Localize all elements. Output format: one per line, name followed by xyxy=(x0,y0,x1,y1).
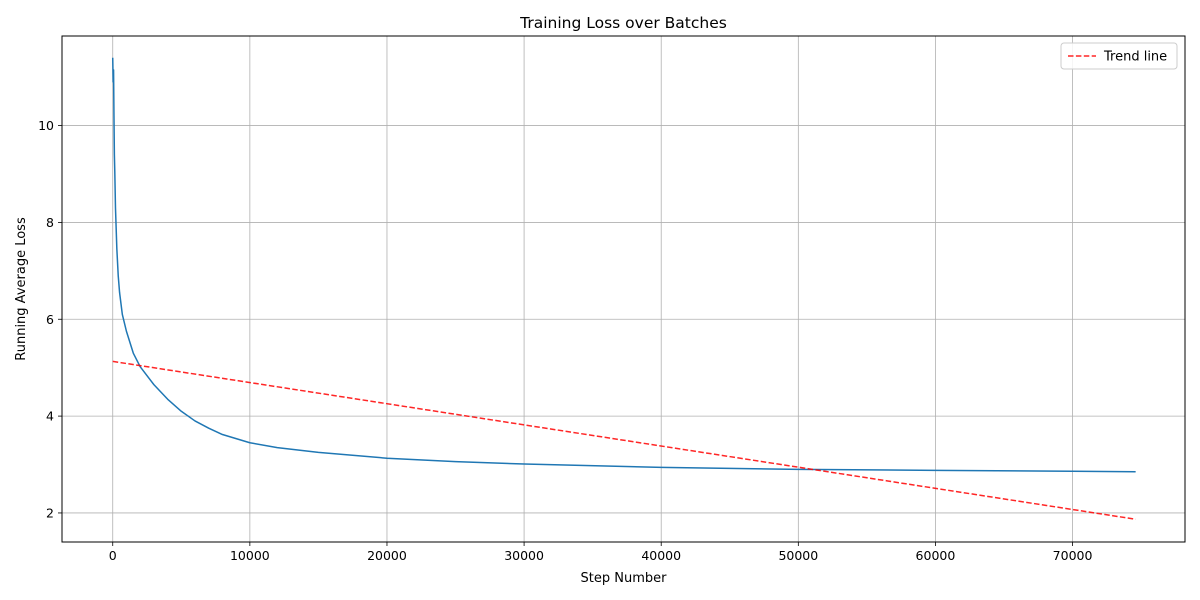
x-tick-label: 70000 xyxy=(1053,548,1093,563)
grid-lines xyxy=(62,36,1185,542)
y-axis-label: Running Average Loss xyxy=(14,217,29,361)
axis-ticks: 0 10000 20000 30000 40000 50000 60000 70000 2 4 6 8… xyxy=(38,118,1092,563)
x-tick-label: 30000 xyxy=(504,548,544,563)
legend-label-trend-line: Trend line xyxy=(1103,50,1167,65)
y-tick-label: 8 xyxy=(46,215,54,230)
x-tick-label: 50000 xyxy=(778,548,818,563)
series-layer xyxy=(111,57,1136,520)
x-tick-label: 0 xyxy=(109,548,117,563)
y-tick-label: 4 xyxy=(46,409,54,424)
x-tick-label: 40000 xyxy=(641,548,681,563)
x-tick-label: 60000 xyxy=(916,548,956,563)
x-axis-label: Step Number xyxy=(581,571,668,586)
plot-frame xyxy=(61,35,1186,543)
legend: Trend line xyxy=(1060,42,1178,70)
legend-box xyxy=(1060,42,1178,70)
series-line-trend-line xyxy=(112,360,1136,520)
chart-title: Training Loss over Batches xyxy=(519,14,727,32)
x-tick-label: 20000 xyxy=(367,548,407,563)
y-tick-label: 10 xyxy=(38,118,54,133)
x-tick-label: 10000 xyxy=(230,548,270,563)
series-line-loss xyxy=(111,57,1136,473)
y-tick-label: 6 xyxy=(46,312,54,327)
y-tick-label: 2 xyxy=(46,505,54,520)
